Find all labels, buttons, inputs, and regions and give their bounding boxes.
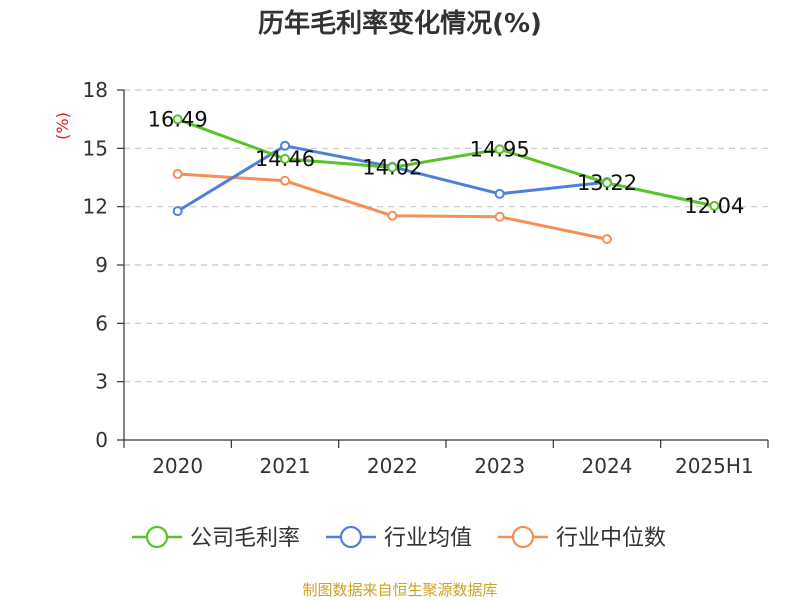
data-point[interactable] <box>494 144 505 155</box>
legend-label: 行业均值 <box>384 526 472 551</box>
data-label: 14.46 <box>255 147 315 171</box>
y-tick-label: 3 <box>95 370 108 394</box>
data-point[interactable] <box>387 210 398 221</box>
data-point[interactable] <box>172 114 183 125</box>
legend-label: 公司毛利率 <box>190 526 300 551</box>
legend-marker-icon <box>145 525 169 549</box>
y-axis-unit-label: (%) <box>53 112 72 140</box>
legend: 公司毛利率 行业均值 行业中位数 <box>132 525 666 551</box>
x-tick-label: 2021 <box>260 454 311 478</box>
legend-label: 行业中位数 <box>556 526 666 551</box>
y-tick-label: 12 <box>83 195 108 219</box>
legend-marker-icon <box>339 525 363 549</box>
data-labels: 16.49 14.46 14.02 14.95 13.22 12.04 <box>148 107 745 218</box>
source-note: 制图数据来自恒生聚源数据库 <box>302 581 497 599</box>
legend-item[interactable]: 行业均值 <box>326 525 472 551</box>
data-point[interactable] <box>280 175 290 186</box>
data-point[interactable] <box>494 188 505 199</box>
y-tick-label: 0 <box>95 428 108 452</box>
x-tick-label: 2024 <box>582 454 633 478</box>
y-tick-label: 6 <box>95 311 108 335</box>
data-label: 16.49 <box>148 107 208 131</box>
data-point[interactable] <box>709 200 720 211</box>
data-point[interactable] <box>602 234 612 245</box>
data-point[interactable] <box>172 206 183 217</box>
x-tick-label: 2020 <box>152 454 203 478</box>
data-label: 14.02 <box>362 155 422 179</box>
data-label: 14.95 <box>470 137 530 161</box>
y-tick-label: 9 <box>95 253 108 277</box>
series-line <box>176 117 716 208</box>
data-point[interactable] <box>494 211 505 222</box>
data-point[interactable] <box>280 153 290 164</box>
x-tick-label: 2022 <box>367 454 418 478</box>
data-point[interactable] <box>172 169 183 179</box>
axes: 0 3 6 9 12 15 18 2020 2021 2022 2023 2024 2025H1 <box>83 78 769 478</box>
x-tick-label: 2023 <box>474 454 525 478</box>
legend-item[interactable]: 公司毛利率 <box>132 525 300 551</box>
chart-title: 历年毛利率变化情况(%) <box>258 8 542 39</box>
legend-item[interactable]: 行业中位数 <box>498 525 666 551</box>
y-tick-label: 15 <box>83 136 108 160</box>
x-tick-label: 2025H1 <box>675 454 754 478</box>
y-tick-label: 18 <box>83 78 108 102</box>
legend-marker-icon <box>511 525 535 549</box>
series-lines <box>172 114 720 245</box>
data-point[interactable] <box>602 177 612 188</box>
data-point[interactable] <box>280 140 290 151</box>
data-label: 13.22 <box>577 171 637 195</box>
data-point[interactable] <box>387 162 398 173</box>
data-label: 12.04 <box>684 194 744 218</box>
gridlines <box>124 89 768 383</box>
